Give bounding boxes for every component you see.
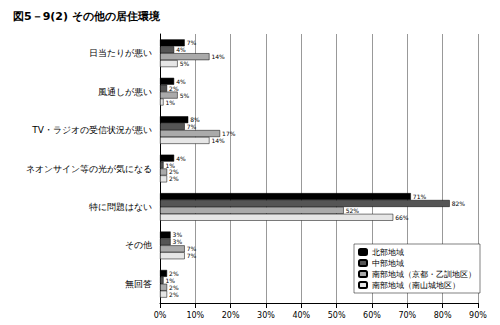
svg-text:図5－9(2) その他の居住環境: 図5－9(2) その他の居住環境 <box>13 10 161 23</box>
svg-text:71%: 71% <box>413 193 427 200</box>
svg-text:66%: 66% <box>395 214 409 221</box>
svg-text:2%: 2% <box>169 269 179 277</box>
svg-text:10%: 10% <box>186 311 204 320</box>
svg-text:40%: 40% <box>292 311 310 320</box>
svg-text:0%: 0% <box>154 311 167 320</box>
svg-text:風通しが悪い: 風通しが悪い <box>98 87 152 97</box>
svg-text:1%: 1% <box>165 161 176 169</box>
svg-text:南部地域（南山城地区）: 南部地域（南山城地区） <box>372 281 460 290</box>
svg-text:1%: 1% <box>165 276 176 284</box>
svg-text:4%: 4% <box>176 155 186 162</box>
svg-text:8%: 8% <box>190 116 200 124</box>
svg-text:50%: 50% <box>328 311 346 320</box>
svg-text:南部地域（京都・乙訓地区）: 南部地域（京都・乙訓地区） <box>372 270 476 279</box>
svg-text:特に問題はない: 特に問題はない <box>89 202 152 212</box>
svg-text:82%: 82% <box>452 200 466 207</box>
svg-text:60%: 60% <box>363 311 381 320</box>
svg-text:無回答: 無回答 <box>125 279 152 289</box>
svg-text:14%: 14% <box>211 53 225 60</box>
svg-text:2%: 2% <box>169 283 179 291</box>
svg-text:ネオンサイン等の光が気になる: ネオンサイン等の光が気になる <box>26 164 152 174</box>
svg-text:7%: 7% <box>187 252 197 259</box>
svg-text:2%: 2% <box>169 85 179 92</box>
svg-text:3%: 3% <box>173 238 183 245</box>
svg-text:14%: 14% <box>211 137 225 144</box>
svg-text:52%: 52% <box>346 207 360 214</box>
svg-text:7%: 7% <box>187 123 197 130</box>
svg-text:70%: 70% <box>398 311 416 320</box>
svg-text:17%: 17% <box>222 130 236 137</box>
svg-text:日当たりが悪い: 日当たりが悪い <box>89 48 152 58</box>
svg-text:80%: 80% <box>434 311 452 320</box>
svg-text:3%: 3% <box>172 231 183 239</box>
svg-text:30%: 30% <box>257 311 275 320</box>
svg-text:2%: 2% <box>169 175 179 182</box>
svg-text:1%: 1% <box>166 99 176 106</box>
svg-text:北部地域: 北部地域 <box>372 248 404 257</box>
svg-text:TV・ラジオの受信状況が悪い: TV・ラジオの受信状況が悪い <box>31 125 152 135</box>
svg-text:90%: 90% <box>469 311 487 320</box>
svg-text:7%: 7% <box>186 245 197 253</box>
svg-text:5%: 5% <box>180 60 190 67</box>
svg-text:その他: その他 <box>125 240 152 250</box>
svg-text:4%: 4% <box>176 77 186 85</box>
svg-text:2%: 2% <box>169 291 179 298</box>
svg-text:7%: 7% <box>187 39 197 46</box>
svg-text:4%: 4% <box>176 46 186 53</box>
svg-text:20%: 20% <box>222 311 240 320</box>
svg-text:中部地域: 中部地域 <box>372 259 404 268</box>
svg-text:5%: 5% <box>180 92 190 99</box>
svg-text:2%: 2% <box>169 168 179 176</box>
